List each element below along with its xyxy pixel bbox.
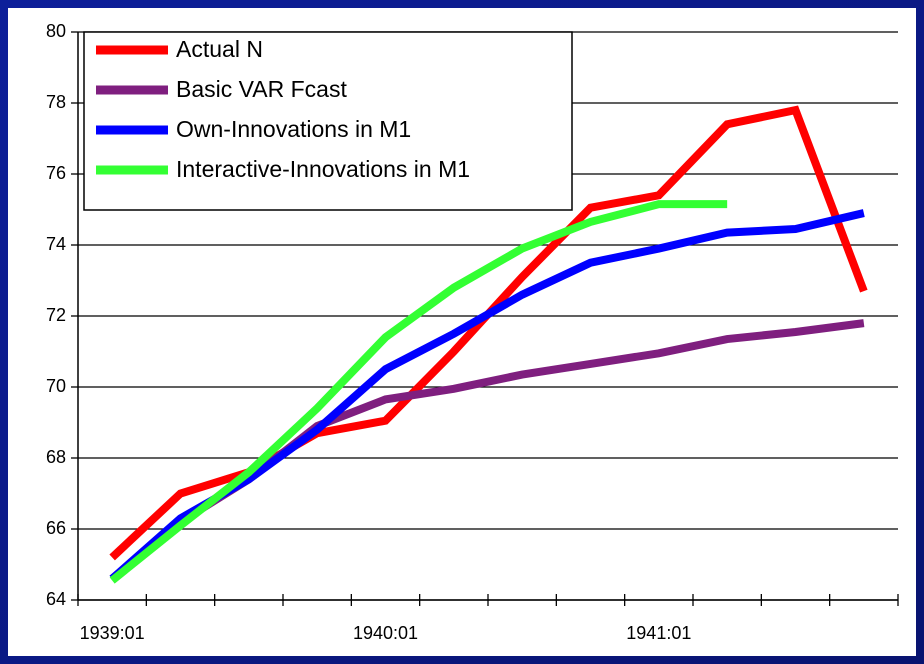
legend-label: Actual N (176, 36, 263, 62)
x-tick-label: 1941:01 (626, 623, 691, 643)
legend-label: Own-Innovations in M1 (176, 116, 411, 142)
y-tick-label: 68 (46, 447, 66, 467)
x-tick-label: 1940:01 (353, 623, 418, 643)
y-tick-label: 74 (46, 234, 66, 254)
y-tick-label: 66 (46, 518, 66, 538)
legend: Actual N Basic VAR Fcast Own-Innovations i… (83, 31, 573, 211)
y-tick-label: 78 (46, 92, 66, 112)
legend-label: Basic VAR Fcast (176, 76, 347, 102)
y-tick-label: 76 (46, 163, 66, 183)
lines (109, 105, 868, 584)
legend-box (83, 31, 573, 211)
y-tick-label: 64 (46, 589, 66, 609)
series-line (109, 200, 728, 584)
y-tick-label: 70 (46, 376, 66, 396)
y-tick-label: 80 (46, 21, 66, 41)
y-tick-label: 72 (46, 305, 66, 325)
axes: 64 66 68 70 72 74 76 78 80 1939:01 1940:01 1941:01 (46, 21, 899, 643)
legend-label: Interactive-Innovations in M1 (176, 156, 470, 182)
x-tick-label: 1939:01 (80, 623, 145, 643)
